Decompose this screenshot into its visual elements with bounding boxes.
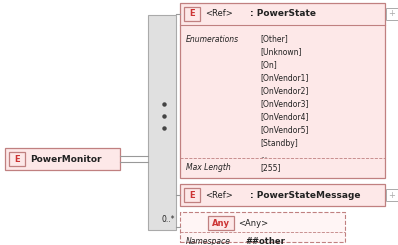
- Text: +: +: [388, 10, 396, 19]
- Text: [OnVendor3]: [OnVendor3]: [260, 99, 308, 109]
- Text: : PowerStateMessage: : PowerStateMessage: [250, 191, 361, 199]
- Text: <Ref>: <Ref>: [205, 191, 233, 199]
- Text: [OnVendor4]: [OnVendor4]: [260, 112, 308, 122]
- Text: <Ref>: <Ref>: [205, 10, 233, 19]
- Text: [Other]: [Other]: [260, 35, 288, 44]
- Text: : PowerState: : PowerState: [250, 10, 316, 19]
- Text: [255]: [255]: [260, 163, 281, 172]
- Text: [Standby]: [Standby]: [260, 138, 298, 147]
- FancyBboxPatch shape: [180, 3, 385, 178]
- FancyBboxPatch shape: [180, 212, 345, 242]
- Text: E: E: [189, 191, 195, 199]
- Text: Any: Any: [212, 219, 230, 228]
- Text: [OnVendor1]: [OnVendor1]: [260, 74, 308, 83]
- FancyBboxPatch shape: [208, 216, 234, 230]
- Text: [OnVendor5]: [OnVendor5]: [260, 125, 308, 135]
- Text: ...: ...: [260, 151, 267, 160]
- Text: [Unknown]: [Unknown]: [260, 48, 302, 57]
- Text: Namespace: Namespace: [186, 237, 231, 245]
- Text: 0..*: 0..*: [162, 216, 175, 224]
- Text: +: +: [388, 191, 396, 199]
- Text: ##other: ##other: [245, 237, 285, 245]
- Text: [OnVendor2]: [OnVendor2]: [260, 86, 308, 96]
- Text: Max Length: Max Length: [186, 163, 231, 172]
- FancyBboxPatch shape: [148, 15, 176, 230]
- Text: PowerMonitor: PowerMonitor: [30, 155, 101, 163]
- FancyBboxPatch shape: [386, 8, 398, 20]
- FancyBboxPatch shape: [184, 188, 200, 202]
- Text: [On]: [On]: [260, 61, 277, 70]
- Text: Enumerations: Enumerations: [186, 35, 239, 44]
- Text: <Any>: <Any>: [238, 219, 268, 228]
- FancyBboxPatch shape: [386, 189, 398, 201]
- FancyBboxPatch shape: [5, 148, 120, 170]
- Text: E: E: [14, 155, 20, 163]
- FancyBboxPatch shape: [9, 152, 25, 166]
- FancyBboxPatch shape: [180, 184, 385, 206]
- FancyBboxPatch shape: [184, 7, 200, 21]
- Text: E: E: [189, 10, 195, 19]
